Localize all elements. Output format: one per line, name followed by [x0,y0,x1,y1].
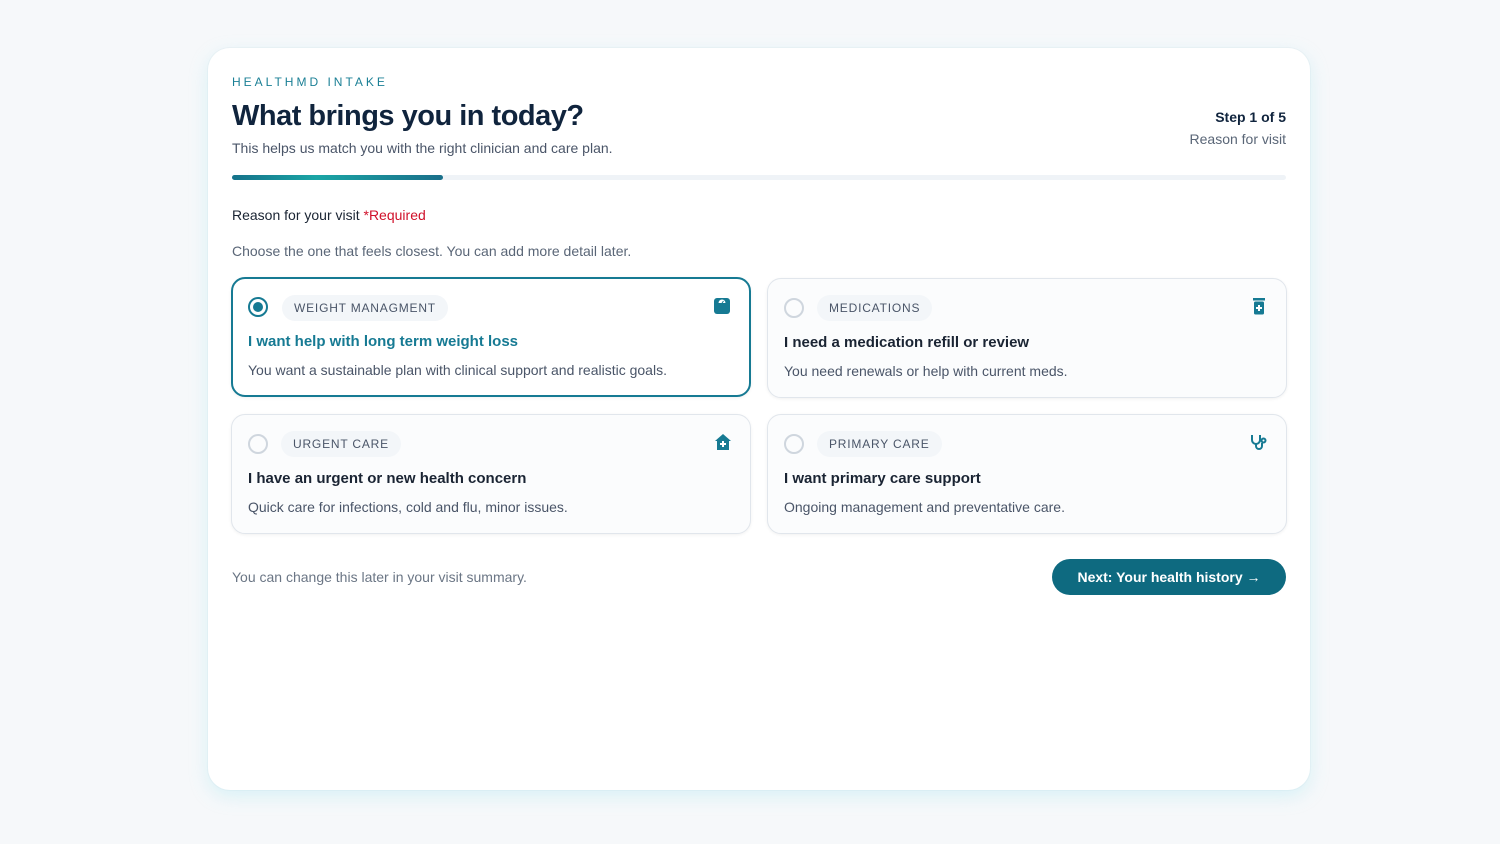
scale-icon [714,298,730,314]
radio-button[interactable] [784,298,804,318]
option-tag: URGENT CARE [281,431,401,457]
step-name: Reason for visit [1189,131,1286,147]
option-description: Quick care for infections, cold and flu,… [248,499,568,515]
house-medical-icon [715,434,731,450]
option-title: I have an urgent or new health concern [248,470,527,487]
option-title: I need a medication refill or review [784,334,1030,351]
option-description: You need renewals or help with current m… [784,363,1068,379]
option-title: I want primary care support [784,470,981,487]
option-primary-care[interactable]: PRIMARY CARE I want primary care support… [767,414,1287,534]
field-label-text: Reason for your visit [232,207,360,223]
page-subtitle: This helps us match you with the right c… [232,140,613,156]
option-tag: PRIMARY CARE [817,431,942,457]
option-weight-management[interactable]: WEIGHT MANAGMENT I want help with long t… [231,277,751,397]
option-title: I want help with long term weight loss [248,333,519,350]
intake-card: HEALTHMD INTAKE What brings you in today… [208,48,1310,790]
step-count: Step 1 of 5 [1215,109,1286,125]
brand-label: HEALTHMD INTAKE [232,75,388,89]
radio-button[interactable] [248,434,268,454]
radio-button[interactable] [784,434,804,454]
option-urgent-care[interactable]: URGENT CARE I have an urgent or new heal… [231,414,751,534]
footer-note: You can change this later in your visit … [232,569,527,585]
progress-fill [232,175,443,180]
stethoscope-icon [1251,435,1267,450]
required-marker: *Required [363,207,426,223]
progress-bar [232,175,1286,180]
option-tag: WEIGHT MANAGMENT [282,295,448,321]
option-description: You want a sustainable plan with clinica… [248,362,667,378]
option-description: Ongoing management and preventative care… [784,499,1065,515]
option-medications[interactable]: MEDICATIONS I need a medication refill o… [767,278,1287,398]
next-button[interactable]: Next: Your health history → [1052,559,1286,595]
page-title: What brings you in today? [232,100,584,132]
pill-bottle-icon [1253,298,1265,315]
step-indicator: Step 1 of 5 Reason for visit [1190,109,1286,147]
field-label: Reason for your visit *Required [232,207,426,223]
radio-button[interactable] [248,297,268,317]
field-hint: Choose the one that feels closest. You c… [232,243,632,259]
option-tag: MEDICATIONS [817,295,933,321]
